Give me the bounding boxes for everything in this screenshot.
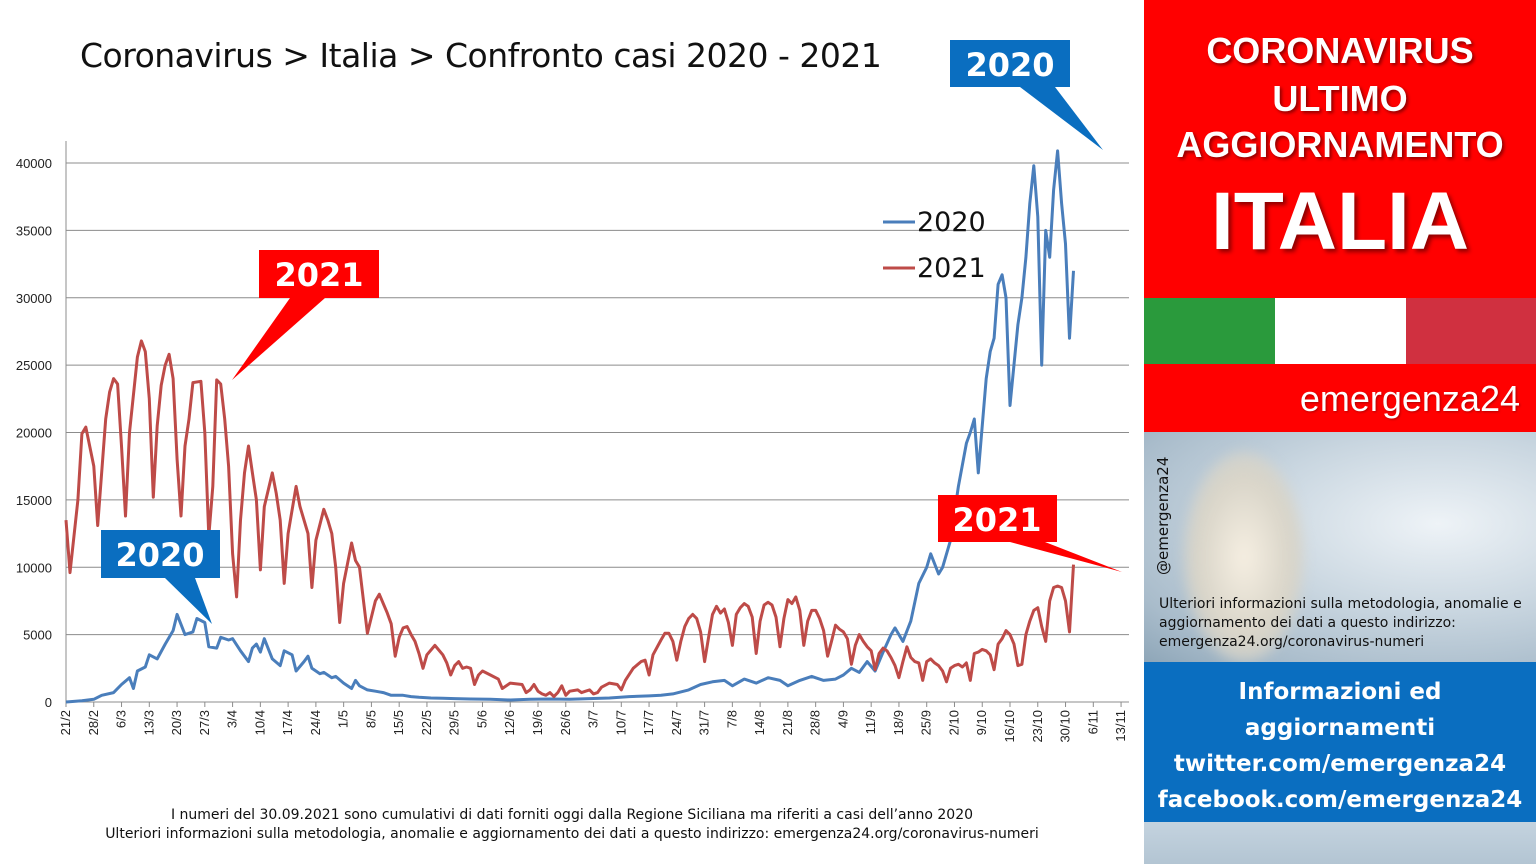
- line-chart: 0 5000 10000 15000 20000 25000 30000 35000 40000…: [16, 40, 1129, 743]
- x-tick-label: 11/9: [863, 710, 878, 734]
- footnote: I numeri del 30.09.2021 sono cumulativi …: [0, 806, 1144, 844]
- x-tick-label: 30/10: [1058, 710, 1073, 743]
- y-tick-label: 15000: [16, 493, 52, 508]
- x-tick-label: 13/11: [1113, 710, 1128, 742]
- callout-2020-left: 2020: [101, 530, 220, 624]
- x-tick-label: 15/5: [391, 710, 406, 735]
- x-tick-label: 14/8: [752, 710, 767, 735]
- facebook-link[interactable]: facebook.com/emergenza24: [1157, 787, 1523, 813]
- x-tick-label: 17/7: [641, 710, 656, 735]
- x-tick-label: 13/3: [141, 710, 156, 735]
- x-tick-label: 21/2: [58, 710, 73, 735]
- x-tick-label: 23/10: [1030, 710, 1045, 743]
- social-line-2: aggiornamenti: [1244, 715, 1436, 741]
- x-tick-label: 7/8: [724, 710, 739, 728]
- x-tick-label: 17/4: [280, 710, 295, 735]
- x-tick-label: 10/7: [613, 710, 628, 735]
- side-info-text: Ulteriori informazioni sulla metodologia…: [1159, 596, 1522, 650]
- legend-label-2020: 2020: [917, 207, 986, 238]
- x-tick-label: 31/7: [697, 710, 712, 735]
- flag-green-stripe: [1144, 298, 1275, 364]
- x-tick-label: 3/4: [225, 710, 240, 728]
- callout-2021-right-label: 2021: [952, 501, 1041, 539]
- x-tick-label: 3/7: [586, 710, 601, 728]
- x-tick-label: 28/8: [808, 710, 823, 735]
- y-tick-label: 25000: [16, 358, 52, 373]
- background-photo: [1144, 432, 1536, 662]
- x-tick-label: 10/4: [252, 710, 267, 735]
- page-title: Coronavirus > Italia > Confronto casi 20…: [80, 36, 882, 75]
- x-tick-label: 2/10: [946, 710, 961, 735]
- callout-2021-right: 2021: [938, 495, 1122, 572]
- flag-red-stripe: [1406, 298, 1536, 364]
- header-line-2: ULTIMO: [1272, 78, 1408, 119]
- italian-flag: [1144, 298, 1536, 364]
- chart-area: Coronavirus > Italia > Confronto casi 20…: [0, 36, 1144, 844]
- header-country: ITALIA: [1210, 176, 1470, 267]
- callout-2020-top: 2020: [950, 40, 1103, 150]
- x-tick-label: 24/7: [669, 710, 684, 735]
- x-tick-label: 21/8: [780, 710, 795, 735]
- social-info-box: Informazioni ed aggiornamenti twitter.co…: [1144, 662, 1536, 822]
- y-tick-label: 5000: [23, 628, 52, 643]
- x-tick-label: 6/3: [114, 710, 129, 728]
- series-2020-line: [65, 149, 1075, 704]
- callout-2020-left-label: 2020: [115, 536, 204, 574]
- y-tick-label: 10000: [16, 560, 52, 575]
- legend: 2020 2021: [883, 207, 986, 284]
- x-tick-label: 12/6: [502, 710, 517, 735]
- x-tick-label: 18/9: [891, 710, 906, 735]
- callout-2021-top: 2021: [232, 250, 379, 380]
- x-tick-label: 24/4: [308, 710, 323, 735]
- x-tick-label: 26/6: [558, 710, 573, 735]
- callout-2021-top-label: 2021: [274, 256, 363, 294]
- x-tick-label: 9/10: [974, 710, 989, 735]
- y-tick-label: 35000: [16, 223, 52, 238]
- x-tick-label: 29/5: [447, 710, 462, 735]
- x-tick-label: 19/6: [530, 710, 545, 735]
- x-tick-label: 5/6: [474, 710, 489, 728]
- legend-label-2021: 2021: [917, 253, 986, 284]
- series-2021-line: [64, 339, 1075, 699]
- x-tick-label: 28/2: [86, 710, 101, 735]
- sidebar: CORONAVIRUS ULTIMO AGGIORNAMENTO ITALIA …: [1144, 0, 1536, 864]
- header-line-1: CORONAVIRUS: [1206, 30, 1474, 71]
- y-tick-label: 20000: [16, 426, 52, 441]
- x-tick-label: 1/5: [336, 710, 351, 728]
- social-line-1: Informazioni ed: [1238, 679, 1442, 705]
- y-tick-label: 40000: [16, 156, 52, 171]
- y-tick-label: 0: [45, 695, 52, 710]
- x-tick-label: 22/5: [419, 710, 434, 735]
- y-tick-label: 30000: [16, 291, 52, 306]
- brand-box: emergenza24: [1144, 364, 1536, 432]
- x-tick-label: 8/5: [363, 710, 378, 728]
- footnote-line-2: Ulteriori informazioni sulla metodologia…: [105, 826, 1039, 842]
- x-tick-label: 25/9: [919, 710, 934, 735]
- x-tick-label: 6/11: [1085, 710, 1100, 734]
- header-box: CORONAVIRUS ULTIMO AGGIORNAMENTO ITALIA: [1144, 0, 1536, 298]
- x-tick-label: 27/3: [197, 710, 212, 735]
- callout-2020-top-label: 2020: [965, 46, 1054, 84]
- flag-white-stripe: [1275, 298, 1406, 364]
- x-tick-label: 16/10: [1002, 710, 1017, 743]
- vertical-handle: @emergenza24: [1154, 456, 1172, 575]
- header-line-3: AGGIORNAMENTO: [1176, 124, 1504, 165]
- twitter-link[interactable]: twitter.com/emergenza24: [1173, 751, 1507, 777]
- brand-name: emergenza24: [1299, 378, 1520, 419]
- bottom-photo: [1144, 822, 1536, 864]
- footnote-line-1: I numeri del 30.09.2021 sono cumulativi …: [170, 807, 974, 823]
- x-tick-label: 4/9: [835, 710, 850, 728]
- x-tick-label: 20/3: [169, 710, 184, 735]
